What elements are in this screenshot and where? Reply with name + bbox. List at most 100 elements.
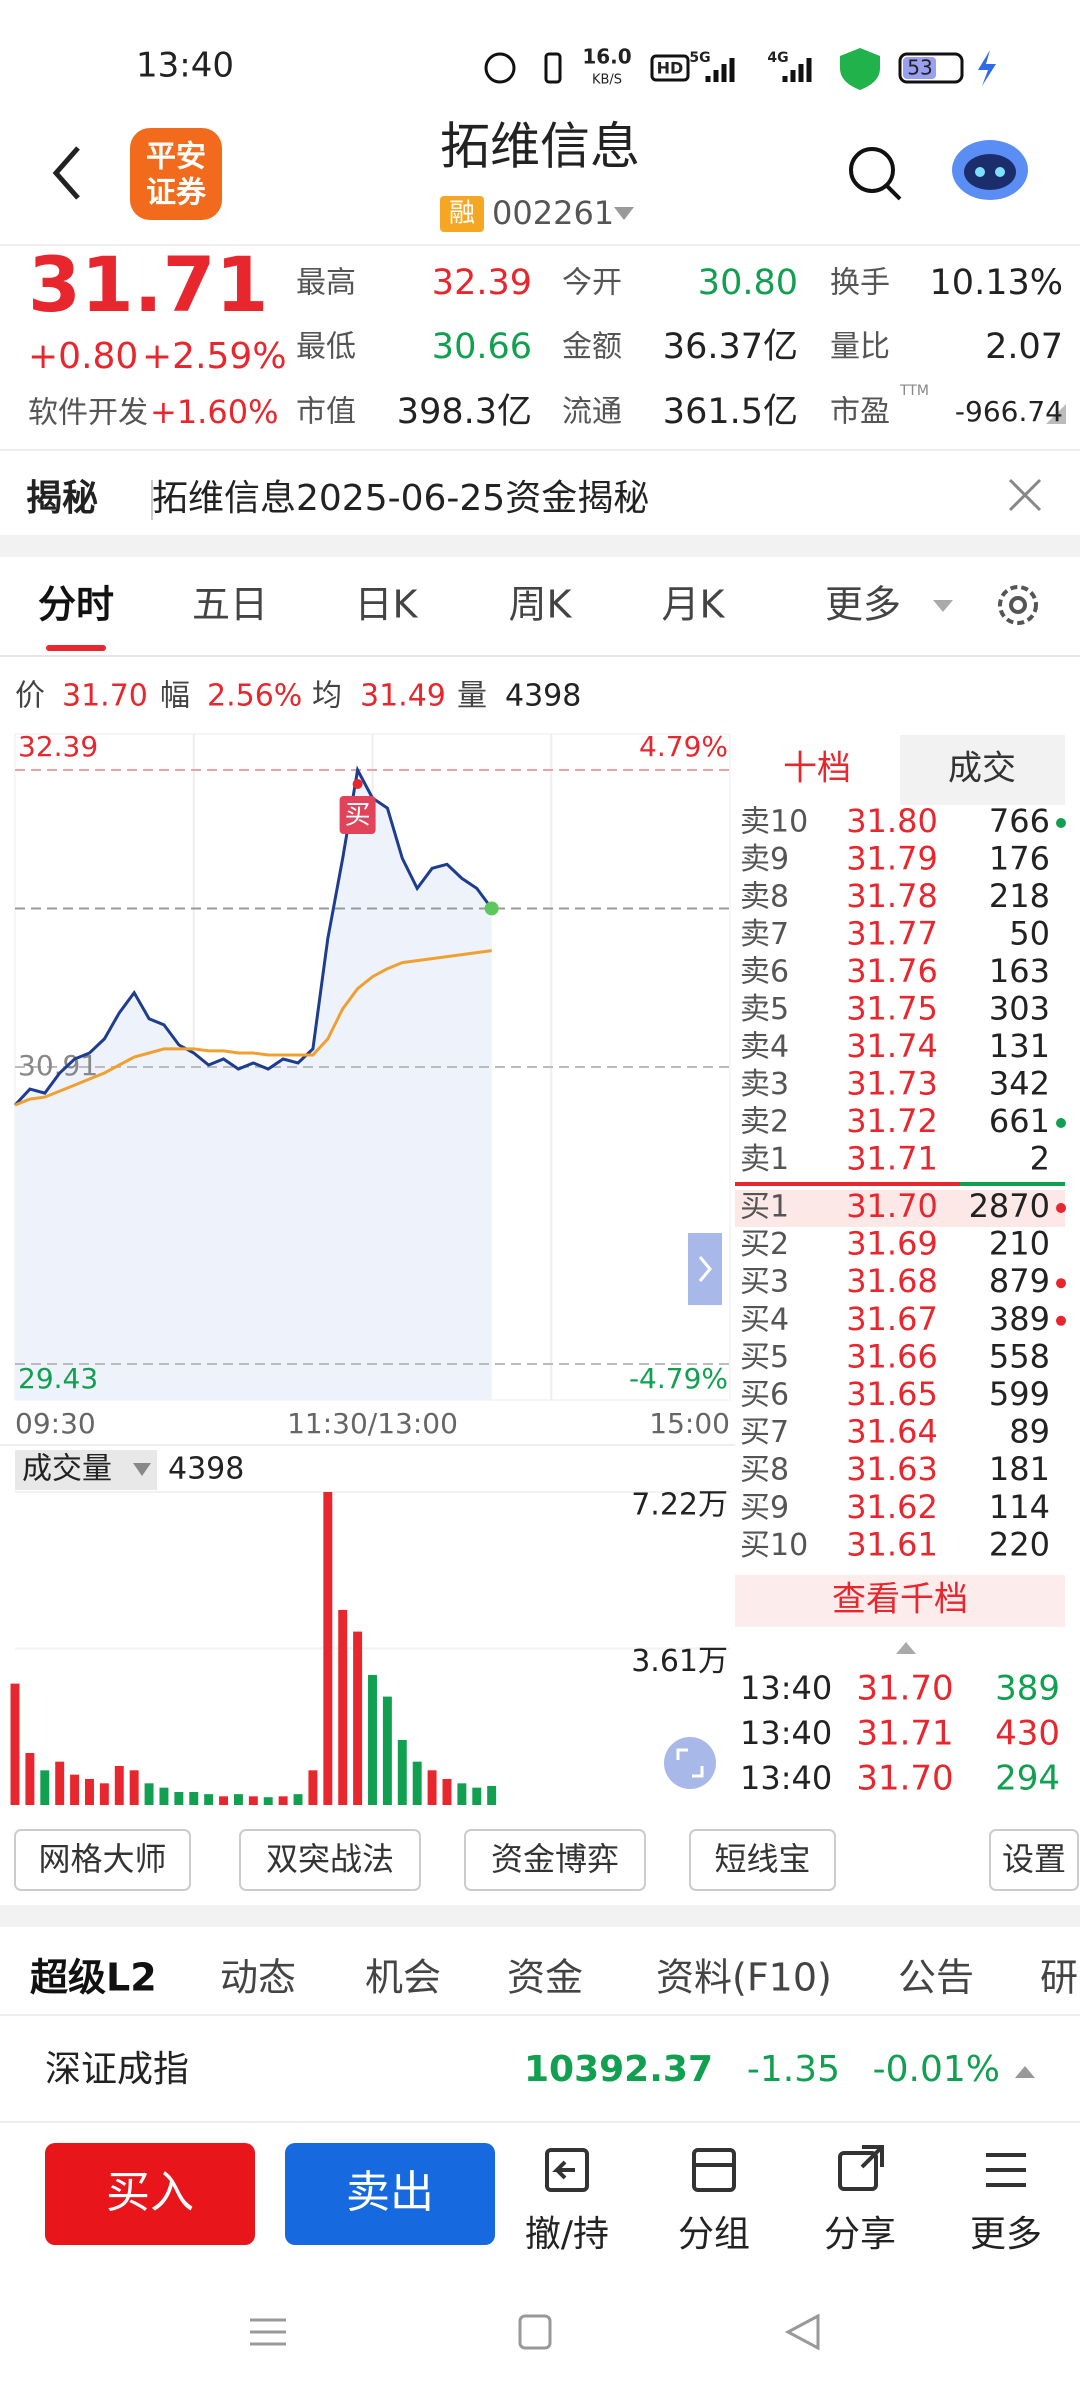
chart-tab[interactable]: 周K <box>509 583 573 627</box>
buy-button-bg[interactable] <box>45 2143 255 2245</box>
trade-time: 13:40 <box>740 1669 832 1707</box>
order-level: 买2 <box>740 1227 789 1262</box>
info-tab[interactable]: 公告 <box>898 1956 974 2000</box>
x-tick-label: 11:30/13:00 <box>287 1407 458 1440</box>
sell-button-bg[interactable] <box>285 2143 495 2245</box>
info-value: 31.70 <box>62 679 148 714</box>
volume-title[interactable]: 成交量 <box>22 1452 112 1487</box>
order-volume: 558 <box>989 1337 1050 1375</box>
stat-label: 流通 <box>562 395 622 430</box>
order-volume: 181 <box>989 1450 1050 1488</box>
y-tick-label: 32.39 <box>18 730 98 763</box>
order-volume: 599 <box>989 1375 1050 1413</box>
net-type: 4G <box>767 50 788 66</box>
side-handle[interactable] <box>688 1233 722 1305</box>
action-item[interactable]: 撤/持 <box>525 2214 609 2255</box>
section-gap <box>0 1905 1080 1927</box>
volume-bar <box>70 1774 80 1805</box>
back-button[interactable] <box>52 146 80 200</box>
chart-tab[interactable]: 五日 <box>192 583 268 627</box>
order-volume: 389 <box>989 1300 1050 1338</box>
order-price: 31.70 <box>846 1187 938 1225</box>
stat-value: 361.5亿 <box>663 392 798 432</box>
settings-button[interactable] <box>998 585 1038 625</box>
info-tab[interactable]: 研 <box>1040 1956 1078 2000</box>
volume-bar <box>219 1796 229 1805</box>
banner-text[interactable]: 拓维信息2025-06-25资金揭秘 <box>152 478 649 519</box>
code-dropdown[interactable] <box>614 207 634 220</box>
chart-tab[interactable]: 日K <box>355 583 419 627</box>
info-value: 4398 <box>505 679 581 714</box>
tool-button-bg[interactable] <box>464 1829 646 1891</box>
chart-tab[interactable]: 分时 <box>38 583 114 627</box>
volume-bar <box>144 1783 154 1805</box>
tool-button-bg[interactable] <box>989 1829 1079 1891</box>
action-item[interactable]: 分享 <box>824 2214 896 2255</box>
sell-button[interactable]: 卖出 <box>346 2167 434 2218</box>
volume-bar <box>323 1492 333 1805</box>
index-toggle[interactable] <box>1015 2066 1035 2078</box>
order-price: 31.67 <box>846 1300 938 1338</box>
banner-tag: 揭秘 <box>26 478 98 519</box>
tool-button[interactable]: 双突战法 <box>266 1840 394 1878</box>
tool-button-bg[interactable] <box>239 1829 421 1891</box>
more-dropdown[interactable] <box>933 600 953 612</box>
order-volume: 220 <box>989 1525 1050 1563</box>
collapse-arrow[interactable] <box>896 1642 916 1654</box>
order-level: 卖9 <box>740 842 789 877</box>
volume-bar <box>442 1778 452 1805</box>
stat-value: 398.3亿 <box>397 392 532 432</box>
tool-button-bg[interactable] <box>14 1829 191 1891</box>
stat-value: 2.07 <box>985 327 1063 367</box>
margin-badge: 融 <box>449 199 475 229</box>
info-tab[interactable]: 资金 <box>507 1956 583 2000</box>
close-banner[interactable] <box>1008 478 1042 512</box>
orderbook-tab[interactable]: 十档 <box>783 749 851 789</box>
buy-button[interactable]: 买入 <box>106 2167 194 2218</box>
assistant-button[interactable] <box>952 140 1028 200</box>
side-handle-arrow <box>698 1256 712 1282</box>
action-item[interactable]: 更多 <box>970 2214 1042 2255</box>
orderbook-tab[interactable]: 成交 <box>948 749 1016 789</box>
order-price: 31.65 <box>846 1375 938 1413</box>
stat-value: 10.13% <box>930 263 1063 303</box>
chart-tab[interactable]: 月K <box>662 583 726 627</box>
info-tab[interactable]: 资料(F10) <box>656 1956 832 2000</box>
tool-button[interactable]: 短线宝 <box>714 1840 810 1878</box>
search-button[interactable] <box>849 147 902 201</box>
tool-button-bg[interactable] <box>689 1829 836 1891</box>
volume-bar <box>263 1797 273 1805</box>
last-price: 31.71 <box>28 240 268 329</box>
info-label: 价 <box>15 679 45 714</box>
chart-tab[interactable]: 更多 <box>825 583 901 627</box>
index-pct: -0.01% <box>873 2049 1000 2090</box>
stat-value: -966.74 <box>955 395 1063 428</box>
volume-bar <box>55 1761 65 1805</box>
depth-button-bg[interactable] <box>735 1575 1065 1627</box>
tool-button[interactable]: 网格大师 <box>38 1840 166 1878</box>
volume-bar <box>308 1770 318 1805</box>
nav-bar[interactable] <box>250 2313 820 2351</box>
volume-bar <box>293 1794 303 1805</box>
info-tab[interactable]: 机会 <box>365 1956 441 2000</box>
depth-button[interactable]: 查看千档 <box>832 1580 968 1620</box>
tool-button[interactable]: 资金博弈 <box>491 1840 619 1878</box>
tool-button[interactable]: 设置 <box>1002 1840 1066 1878</box>
trade-volume: 430 <box>995 1714 1060 1754</box>
buy-point <box>352 779 363 789</box>
order-price: 31.64 <box>846 1413 938 1451</box>
price-area <box>15 770 492 1400</box>
order-price: 31.68 <box>846 1262 938 1300</box>
volume-dropdown[interactable] <box>133 1463 151 1476</box>
volume-bar <box>338 1609 348 1805</box>
index-name: 深证成指 <box>45 2049 189 2090</box>
action-item[interactable]: 分组 <box>678 2214 750 2255</box>
info-tab[interactable]: 动态 <box>220 1956 296 2000</box>
expand-button[interactable] <box>664 1737 716 1789</box>
info-tab[interactable]: 超级L2 <box>30 1956 157 2000</box>
x-tick-label: 15:00 <box>649 1407 730 1440</box>
stat-value: 36.37亿 <box>663 327 798 367</box>
order-price: 31.61 <box>846 1525 938 1563</box>
order-volume: 2 <box>1030 1140 1050 1178</box>
volume-selector-bg[interactable] <box>15 1450 157 1490</box>
